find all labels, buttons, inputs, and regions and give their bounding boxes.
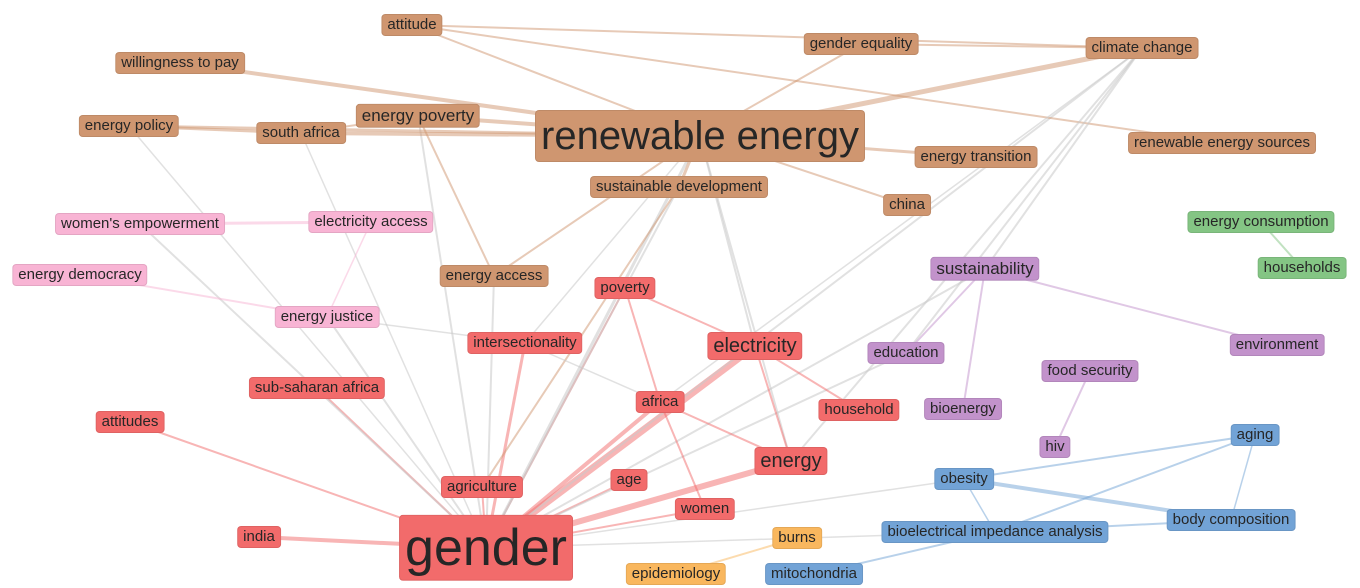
node-label: sustainable development (590, 176, 768, 198)
node-label: food security (1041, 360, 1139, 382)
edge (411, 24, 1143, 49)
edge (994, 434, 1256, 533)
node-label: electricity access (308, 211, 434, 233)
node-label: bioelectrical impedance analysis (881, 521, 1109, 543)
node-label: body composition (1166, 509, 1296, 531)
node-label: sustainability (930, 256, 1040, 282)
edge (326, 316, 487, 549)
node-label: energy consumption (1187, 211, 1335, 233)
edge (754, 345, 792, 462)
node-label: aging (1230, 424, 1280, 446)
edge (624, 287, 661, 403)
node-label: attitude (381, 14, 443, 36)
node-label: epidemiology (625, 563, 727, 585)
edge (417, 115, 495, 277)
edge (411, 24, 1223, 144)
node-label: intersectionality (467, 332, 583, 354)
node-label: household (818, 399, 900, 421)
node-label: climate change (1085, 37, 1199, 59)
node-label: energy policy (78, 115, 180, 137)
node-label: gender equality (803, 33, 919, 55)
node-label: poverty (594, 277, 656, 299)
node-label: energy (754, 447, 828, 475)
edge (905, 268, 986, 354)
node-label: africa (635, 391, 685, 413)
edge (984, 268, 1278, 346)
edge (485, 268, 986, 549)
node-label: agriculture (440, 476, 524, 498)
node-label: environment (1229, 334, 1325, 356)
node-label: households (1257, 257, 1347, 279)
node-label: renewable energy (535, 110, 865, 162)
node-label: women's empowerment (55, 213, 225, 235)
node-label: india (237, 526, 281, 548)
node-label: obesity (934, 468, 994, 490)
node-label: china (883, 194, 931, 216)
node-label: burns (772, 527, 822, 549)
edge (485, 47, 1143, 549)
node-label: women (674, 498, 736, 520)
node-label: mitochondria (765, 563, 863, 585)
node-label: energy democracy (12, 264, 148, 286)
edge (484, 342, 527, 549)
edge (962, 268, 986, 410)
node-label: energy access (439, 265, 549, 287)
edge (1054, 370, 1091, 448)
node-label: south africa (256, 122, 346, 144)
edge (659, 401, 706, 510)
edge (984, 47, 1143, 270)
node-label: hiv (1039, 436, 1071, 458)
node-label: age (610, 469, 648, 491)
node-label: renewable energy sources (1128, 132, 1316, 154)
node-label: willingness to pay (115, 52, 245, 74)
node-label: electricity (707, 332, 803, 360)
edge (790, 47, 1143, 462)
node-label: sub-saharan africa (248, 377, 386, 399)
node-label: energy justice (274, 306, 380, 328)
edge (905, 47, 1143, 354)
edge (128, 125, 487, 549)
node-label: bioenergy (924, 398, 1002, 420)
node-label: attitudes (95, 411, 165, 433)
node-label: energy transition (914, 146, 1038, 168)
edge (524, 135, 701, 344)
edge (1230, 434, 1256, 521)
node-label: education (867, 342, 945, 364)
node-label: gender (399, 514, 573, 582)
edge (326, 221, 372, 318)
edge (963, 434, 1256, 480)
node-label: energy poverty (355, 103, 481, 129)
edge (485, 275, 495, 549)
